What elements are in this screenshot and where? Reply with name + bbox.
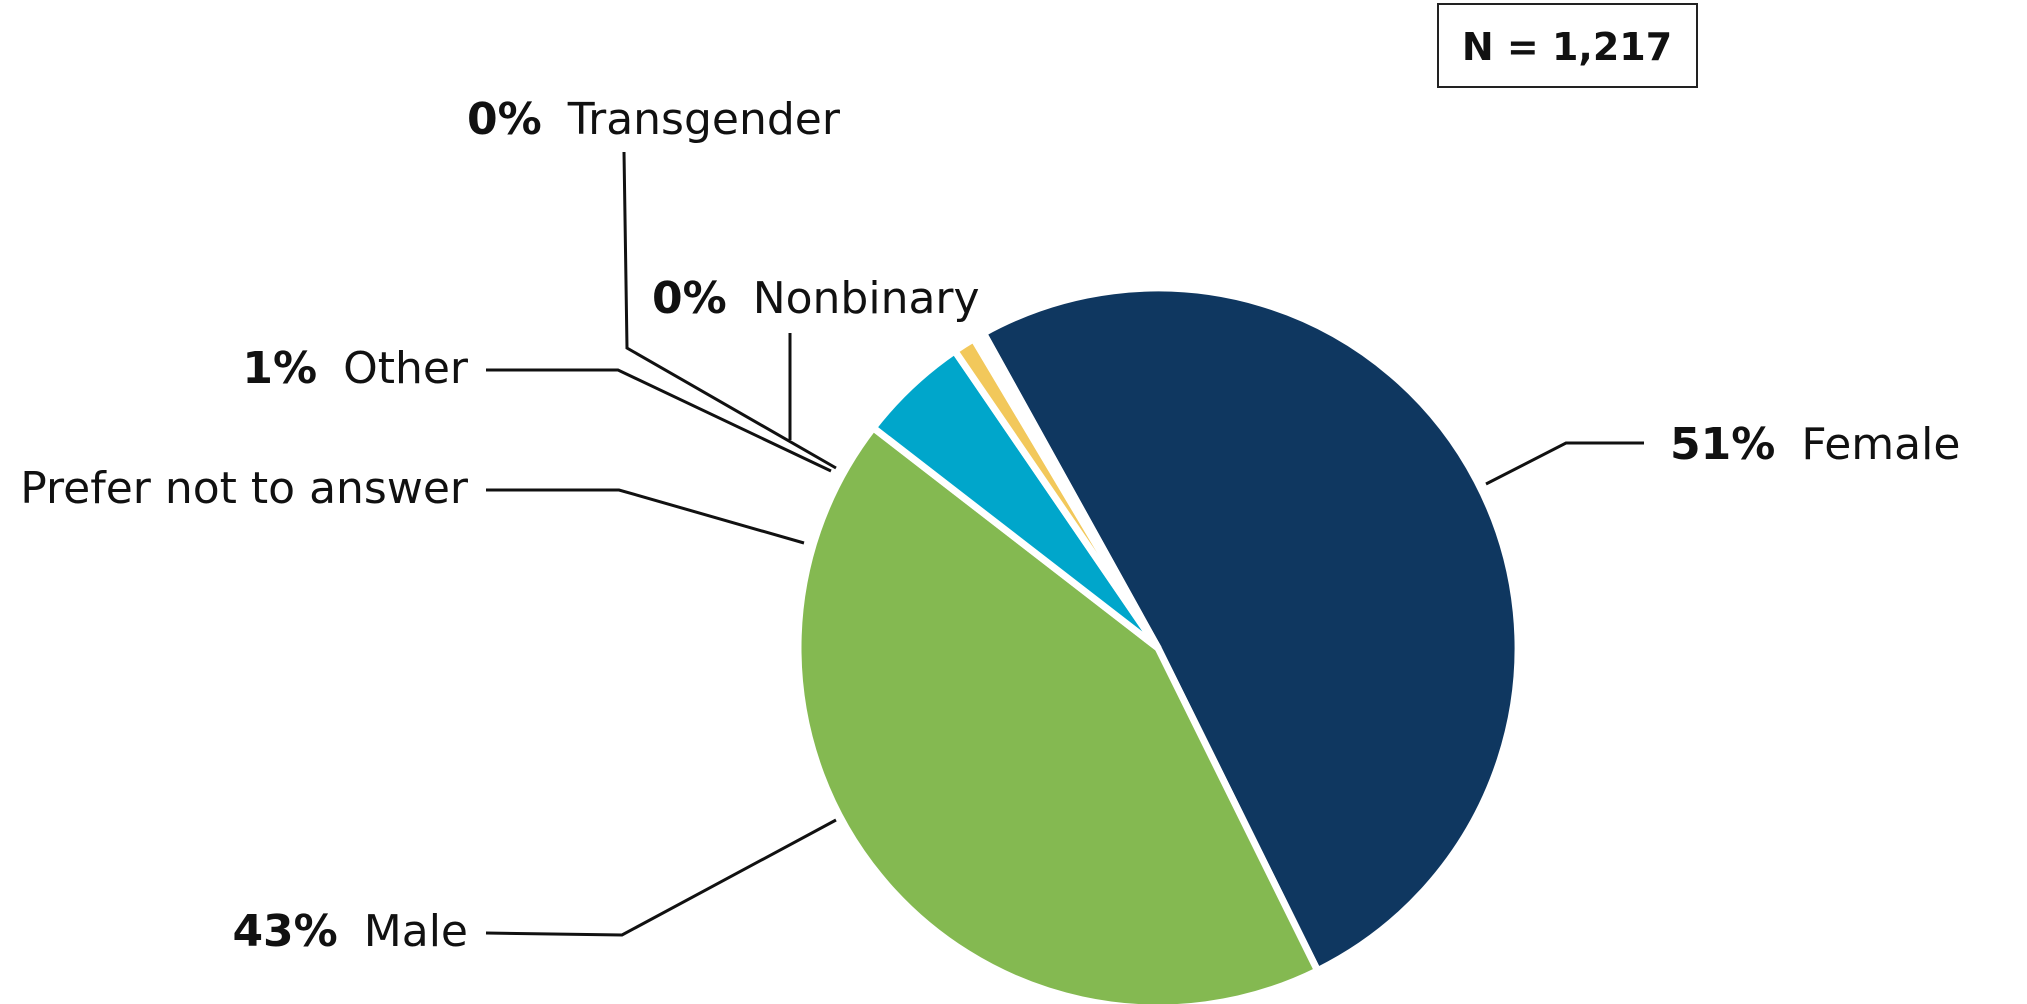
label-female-name: Female [1801,419,1960,470]
slice-transgender [976,329,1162,652]
label-nonbinary: 0% Nonbinary [652,273,980,324]
label-transgender-name: Transgender [567,94,841,145]
label-male: 43% Male [232,906,468,957]
leader-lines [485,151,1644,937]
label-male-pct: 43% [232,906,337,957]
slice-female [979,284,1522,975]
label-female: 51% Female [1670,419,1960,470]
label-other: 1% Other [242,343,469,394]
leader-line-prefer-not-to-answer [486,488,805,545]
leader-line-other [486,368,832,473]
slice-labels: 51% Female 43% Male 5% Prefer not to ans… [0,94,1960,957]
sample-size-box: N = 1,217 [1437,3,1698,88]
label-male-name: Male [364,906,468,957]
label-prefer-not-to-answer-name: Prefer not to answer [20,463,469,514]
leader-line-transgender [622,151,837,470]
label-transgender-pct: 0% [467,94,542,145]
slice-male [794,424,1322,1004]
label-other-name: Other [343,343,469,394]
label-nonbinary-pct: 0% [652,273,727,324]
leader-line-male [485,818,837,937]
leader-line-female [1485,441,1644,486]
label-female-pct: 51% [1670,419,1775,470]
label-nonbinary-name: Nonbinary [753,273,980,324]
label-other-pct: 1% [242,343,317,394]
sample-size-label: N = 1,217 [1462,25,1672,69]
label-transgender: 0% Transgender [467,94,841,145]
pie-slices [794,284,1522,1004]
label-prefer-not-to-answer: 5% Prefer not to answer [0,463,469,514]
